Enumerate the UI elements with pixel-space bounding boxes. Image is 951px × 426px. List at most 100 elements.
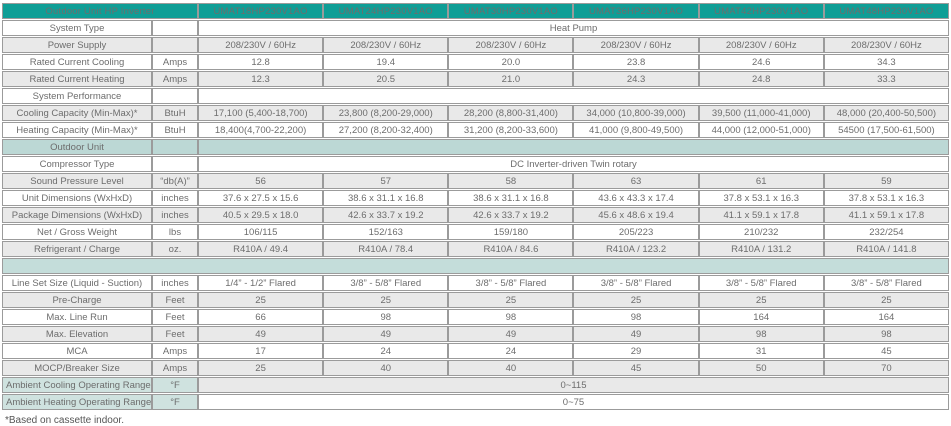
- table-row: Power Supply 208/230V / 60Hz 208/230V / 60…: [2, 37, 949, 53]
- value-cell: 12.3: [198, 71, 324, 87]
- value-cell: 98: [448, 309, 574, 325]
- row-unit: [152, 156, 199, 172]
- value-cell: 205/223: [573, 224, 699, 240]
- table-row: MCA Amps 17 24 24 29 31 45: [2, 343, 949, 359]
- row-label: Ambient Cooling Operating Range: [2, 377, 152, 393]
- value-cell: R410A / 123.2: [573, 241, 699, 257]
- value-cell: 33.3: [823, 71, 949, 87]
- value-cell: 23.8: [573, 54, 699, 70]
- value-cell: 25: [448, 292, 574, 308]
- model-header: UMAT24HP230V1AO: [323, 3, 449, 19]
- table-row: Pre-Charge Feet 25 25 25 25 25 25: [2, 292, 949, 308]
- spec-sheet-page: Outdoor Unit HP Inverter UMAT18HP230V1AO…: [2, 3, 949, 426]
- row-unit: BtuH: [152, 122, 199, 138]
- value-cell: 39,500 (11,000-41,000): [698, 105, 824, 121]
- value-cell: 41,000 (9,800-49,500): [573, 122, 699, 138]
- value-cell: 41.1 x 59.1 x 17.8: [823, 207, 949, 223]
- value-cell: 27,200 (8,200-32,400): [323, 122, 449, 138]
- value-cell: 45: [573, 360, 699, 376]
- table-row: Ambient Cooling Operating Range °F 0~115: [2, 377, 949, 393]
- row-label: Line Set Size (Liquid - Suction): [2, 275, 152, 291]
- header-row: Outdoor Unit HP Inverter UMAT18HP230V1AO…: [2, 3, 949, 19]
- value-cell: 29: [573, 343, 699, 359]
- table-row: System Type Heat Pump: [2, 20, 949, 36]
- row-unit: Feet: [152, 292, 199, 308]
- value-cell: 19.4: [323, 54, 449, 70]
- value-cell: 3/8” - 5/8” Flared: [323, 275, 449, 291]
- value-cell: 24: [323, 343, 449, 359]
- table-row: Refrigerant / Charge oz. R410A / 49.4 R410A…: [2, 241, 949, 257]
- row-label: System Performance: [2, 88, 152, 104]
- value-cell: 18,400(4,700-22,200): [198, 122, 324, 138]
- row-unit: inches: [152, 190, 199, 206]
- value-cell: 25: [698, 292, 824, 308]
- value-cell: 45: [823, 343, 949, 359]
- row-unit: inches: [152, 207, 199, 223]
- value-cell: 24: [448, 343, 574, 359]
- value-cell: 42.6 x 33.7 x 19.2: [323, 207, 449, 223]
- value-cell: R410A / 131.2: [698, 241, 824, 257]
- table-row: Compressor Type DC Inverter-driven Twin r…: [2, 156, 949, 172]
- value-cell: 98: [698, 326, 824, 342]
- row-label: Package Dimensions (WxHxD): [2, 207, 152, 223]
- value-cell: 1/4” - 1/2” Flared: [198, 275, 324, 291]
- model-header: UMAT42HP230V1AO: [698, 3, 824, 19]
- row-unit: Feet: [152, 309, 199, 325]
- table-row: Package Dimensions (WxHxD) inches 40.5 x 2…: [2, 207, 949, 223]
- row-label: Compressor Type: [2, 156, 152, 172]
- row-label: Rated Current Cooling: [2, 54, 152, 70]
- merged-value-cell: DC Inverter-driven Twin rotary: [198, 156, 949, 172]
- value-cell: 42.6 x 33.7 x 19.2: [448, 207, 574, 223]
- value-cell: 38.6 x 31.1 x 16.8: [323, 190, 449, 206]
- table-row: Max. Line Run Feet 66 98 98 98 164 164: [2, 309, 949, 325]
- value-cell: 28,200 (8,800-31,400): [448, 105, 574, 121]
- value-cell: 98: [823, 326, 949, 342]
- row-unit: [152, 20, 199, 36]
- merged-value-cell: [198, 139, 949, 155]
- row-label: Ambient Heating Operating Range: [2, 394, 152, 410]
- value-cell: R410A / 78.4: [323, 241, 449, 257]
- table-row: Unit Dimensions (WxHxD) inches 37.6 x 27.5…: [2, 190, 949, 206]
- value-cell: 210/232: [698, 224, 824, 240]
- row-unit: [152, 88, 199, 104]
- table-row: Outdoor Unit: [2, 139, 949, 155]
- value-cell: 20.0: [448, 54, 574, 70]
- row-label: System Type: [2, 20, 152, 36]
- value-cell: 66: [198, 309, 324, 325]
- value-cell: 21.0: [448, 71, 574, 87]
- row-unit: °F: [152, 394, 199, 410]
- row-unit: Feet: [152, 326, 199, 342]
- table-row: Line Set Size (Liquid - Suction) inches 1/…: [2, 275, 949, 291]
- row-unit: Amps: [152, 54, 199, 70]
- row-label: Max. Elevation: [2, 326, 152, 342]
- value-cell: R410A / 141.8: [823, 241, 949, 257]
- value-cell: 63: [573, 173, 699, 189]
- value-cell: 61: [698, 173, 824, 189]
- value-cell: 59: [823, 173, 949, 189]
- row-label: Heating Capacity (Min-Max)*: [2, 122, 152, 138]
- merged-value-cell: [198, 88, 949, 104]
- row-label: Rated Current Heating: [2, 71, 152, 87]
- value-cell: 37.8 x 53.1 x 16.3: [698, 190, 824, 206]
- value-cell: 37.6 x 27.5 x 15.6: [198, 190, 324, 206]
- value-cell: 3/8” - 5/8” Flared: [448, 275, 574, 291]
- value-cell: 56: [198, 173, 324, 189]
- row-unit: Amps: [152, 360, 199, 376]
- model-header: UMAT30HP230V1AO: [448, 3, 574, 19]
- row-label: Cooling Capacity (Min-Max)*: [2, 105, 152, 121]
- value-cell: 57: [323, 173, 449, 189]
- value-cell: 25: [198, 292, 324, 308]
- row-label: Max. Line Run: [2, 309, 152, 325]
- row-unit: lbs: [152, 224, 199, 240]
- value-cell: 31: [698, 343, 824, 359]
- row-unit: oz.: [152, 241, 199, 257]
- value-cell: 208/230V / 60Hz: [323, 37, 449, 53]
- value-cell: 17: [198, 343, 324, 359]
- value-cell: 58: [448, 173, 574, 189]
- value-cell: 164: [698, 309, 824, 325]
- value-cell: 70: [823, 360, 949, 376]
- row-label: MOCP/Breaker Size: [2, 360, 152, 376]
- row-label: Unit Dimensions (WxHxD): [2, 190, 152, 206]
- value-cell: 98: [323, 309, 449, 325]
- table-row: Max. Elevation Feet 49 49 49 49 98 98: [2, 326, 949, 342]
